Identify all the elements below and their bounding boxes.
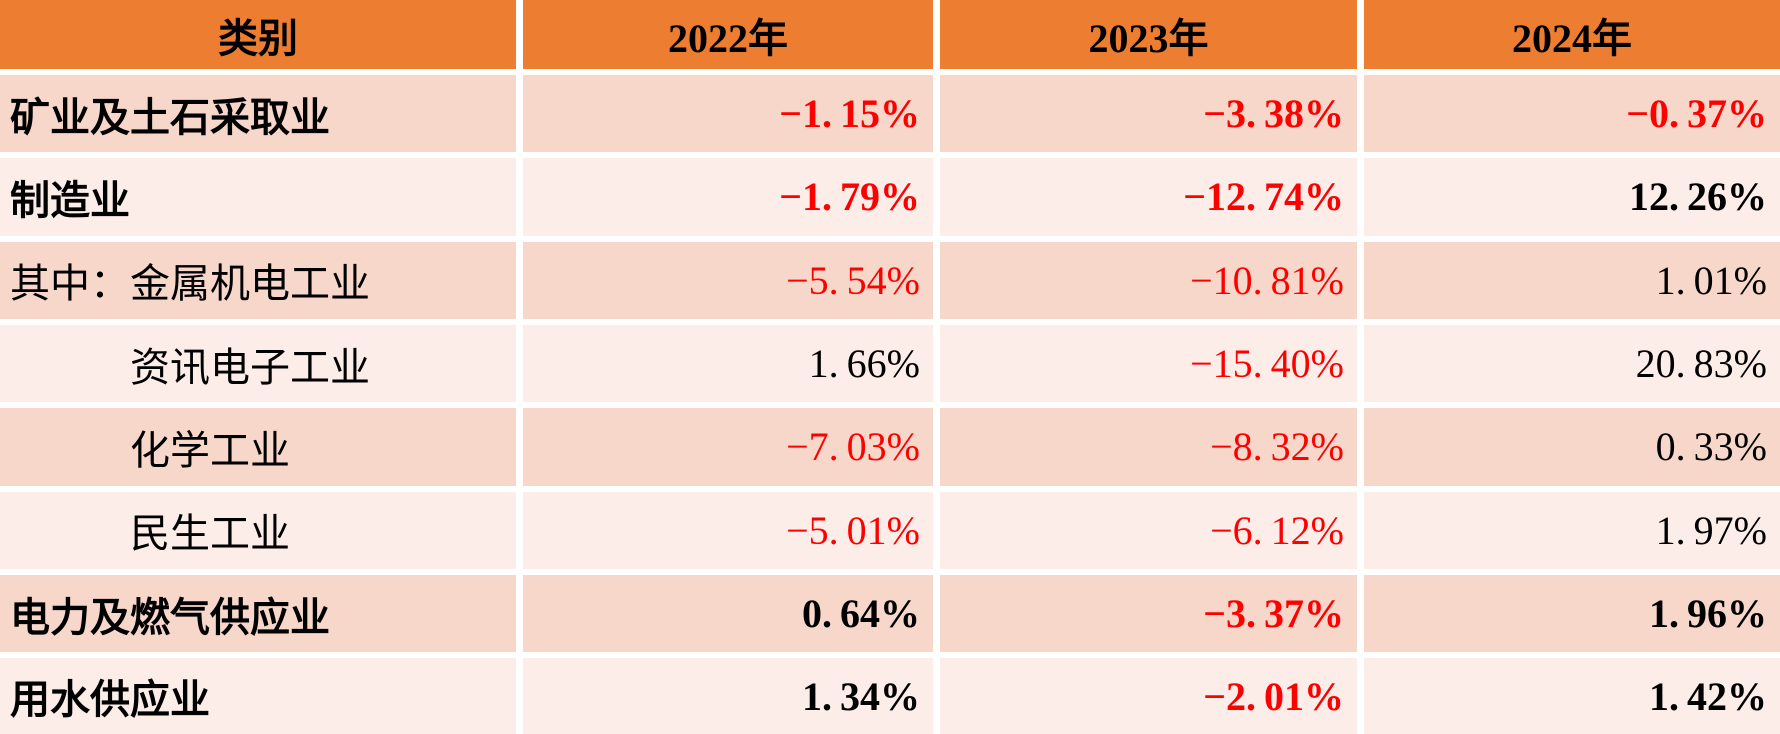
value-cell: 1. 34% bbox=[523, 658, 940, 734]
value-cell: −1. 79% bbox=[523, 158, 940, 242]
value-cell: −7. 03% bbox=[523, 408, 940, 492]
row-label: 制造业 bbox=[0, 158, 523, 242]
value-cell: −3. 37% bbox=[940, 574, 1364, 659]
table-header: 类别 2022年 2023年 2024年 bbox=[0, 0, 1780, 75]
row-label: 化学工业 bbox=[0, 408, 523, 492]
value-cell: −10. 81% bbox=[940, 241, 1364, 325]
row-label: 其中：金属机电工业 bbox=[0, 241, 523, 325]
value-cell: −0. 37% bbox=[1364, 75, 1780, 159]
table-row: 用水供应业 1. 34% −2. 01% 1. 42% bbox=[0, 658, 1780, 734]
row-label: 电力及燃气供应业 bbox=[0, 574, 523, 659]
value-cell: 12. 26% bbox=[1364, 158, 1780, 242]
row-label: 民生工业 bbox=[0, 491, 523, 575]
col-header-2022: 2022年 bbox=[523, 0, 940, 75]
value-cell: 0. 33% bbox=[1364, 408, 1780, 492]
table-row: 其中：金属机电工业 −5. 54% −10. 81% 1. 01% bbox=[0, 241, 1780, 325]
value-cell: −8. 32% bbox=[940, 408, 1364, 492]
table-body: 矿业及土石采取业 −1. 15% −3. 38% −0. 37% 制造业 −1. 79% −… bbox=[0, 75, 1780, 734]
value-cell: −3. 38% bbox=[940, 75, 1364, 159]
col-header-2024: 2024年 bbox=[1364, 0, 1780, 75]
col-header-category: 类别 bbox=[0, 0, 523, 75]
table-row: 民生工业 −5. 01% −6. 12% 1. 97% bbox=[0, 491, 1780, 575]
value-cell: −5. 54% bbox=[523, 241, 940, 325]
table-row: 矿业及土石采取业 −1. 15% −3. 38% −0. 37% bbox=[0, 75, 1780, 159]
value-cell: −5. 01% bbox=[523, 491, 940, 575]
value-cell: 1. 97% bbox=[1364, 491, 1780, 575]
value-cell: 1. 42% bbox=[1364, 658, 1780, 734]
row-label: 用水供应业 bbox=[0, 658, 523, 734]
value-cell: 0. 64% bbox=[523, 574, 940, 659]
table-row: 制造业 −1. 79% −12. 74% 12. 26% bbox=[0, 158, 1780, 242]
value-cell: −1. 15% bbox=[523, 75, 940, 159]
row-label: 矿业及土石采取业 bbox=[0, 75, 523, 159]
value-cell: −2. 01% bbox=[940, 658, 1364, 734]
value-cell: 1. 96% bbox=[1364, 574, 1780, 659]
value-cell: 1. 66% bbox=[523, 324, 940, 409]
table-row: 资讯电子工业 1. 66% −15. 40% 20. 83% bbox=[0, 324, 1780, 409]
header-row: 类别 2022年 2023年 2024年 bbox=[0, 0, 1780, 75]
table-row: 化学工业 −7. 03% −8. 32% 0. 33% bbox=[0, 408, 1780, 492]
col-header-2023: 2023年 bbox=[940, 0, 1364, 75]
table-row: 电力及燃气供应业 0. 64% −3. 37% 1. 96% bbox=[0, 574, 1780, 659]
value-cell: 20. 83% bbox=[1364, 324, 1780, 409]
value-cell: −12. 74% bbox=[940, 158, 1364, 242]
value-cell: 1. 01% bbox=[1364, 241, 1780, 325]
value-cell: −15. 40% bbox=[940, 324, 1364, 409]
row-label: 资讯电子工业 bbox=[0, 324, 523, 409]
value-cell: −6. 12% bbox=[940, 491, 1364, 575]
